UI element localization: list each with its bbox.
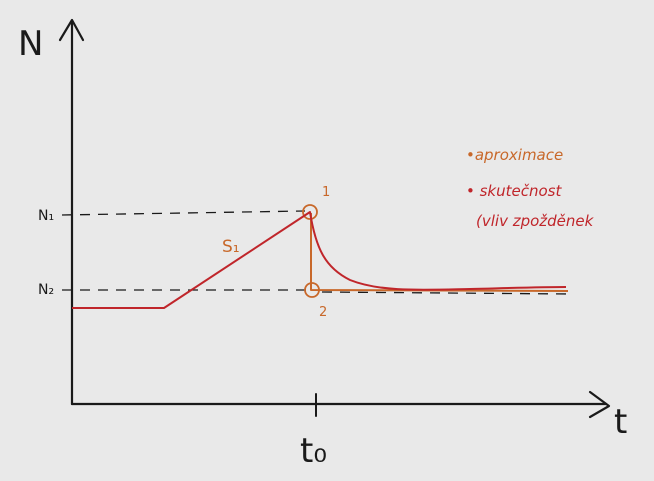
y-axis-label: N	[18, 24, 43, 64]
point-1-label: 1	[322, 185, 330, 200]
x-axis-arrow-icon	[588, 390, 611, 419]
note-delay: (vliv zpožděnek	[476, 212, 595, 230]
point-1-marker	[302, 204, 318, 220]
n1-label: N₁	[38, 208, 54, 224]
x-axis-label: t	[614, 402, 627, 442]
point-2-label: 2	[319, 305, 327, 320]
note-approximation: •aproximace	[466, 146, 563, 164]
actual-response-curve	[72, 211, 567, 309]
point-2-marker	[304, 282, 320, 298]
n2-label: N₂	[38, 282, 54, 298]
t0-label: t₀	[300, 431, 327, 471]
note-actual: • skutečnost	[466, 182, 562, 200]
y-axis-arrow-icon	[58, 18, 85, 42]
approximation-curve	[310, 213, 569, 292]
s1-label: S₁	[222, 237, 240, 257]
steady-dashed-line	[321, 291, 573, 295]
n1-dashed-line	[61, 210, 306, 216]
